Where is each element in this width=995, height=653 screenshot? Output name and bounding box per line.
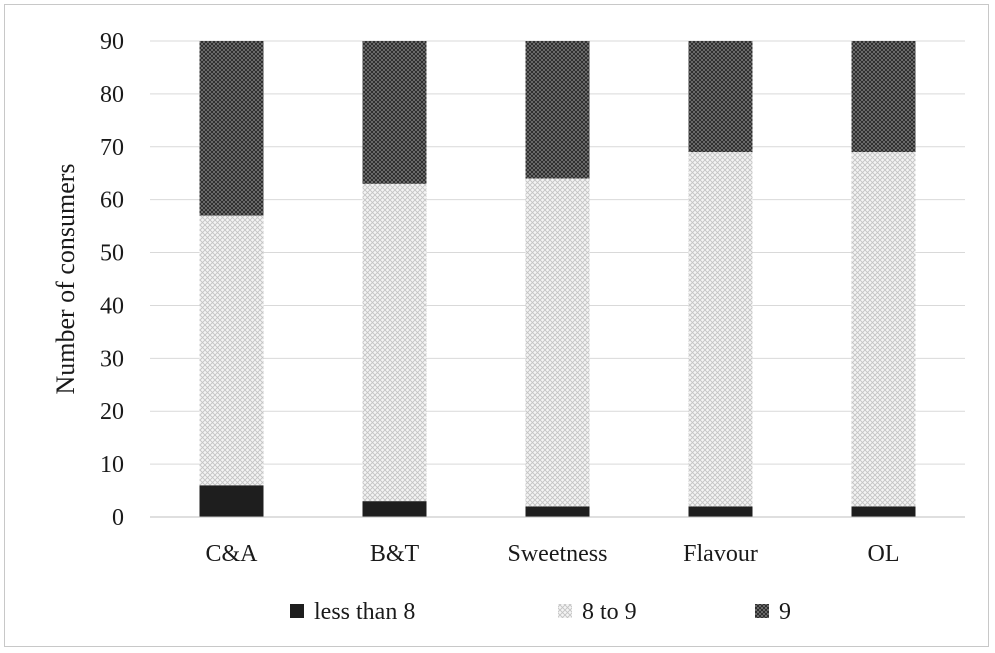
x-tick-label: B&T bbox=[370, 541, 420, 567]
bar-segment bbox=[362, 183, 427, 502]
bar-segment bbox=[688, 41, 753, 153]
bar-segment bbox=[199, 215, 264, 486]
bar-segment bbox=[362, 501, 427, 517]
x-tick-label: Sweetness bbox=[508, 541, 608, 567]
legend-label: 8 to 9 bbox=[582, 599, 637, 625]
bar-segment bbox=[851, 506, 916, 517]
legend-swatch bbox=[755, 604, 769, 618]
legend-swatch bbox=[558, 604, 572, 618]
y-tick-label: 40 bbox=[100, 293, 124, 319]
y-tick-label: 90 bbox=[100, 29, 124, 55]
y-tick-label: 20 bbox=[100, 399, 124, 425]
legend-label: 9 bbox=[779, 599, 791, 625]
y-tick-label: 50 bbox=[100, 241, 124, 267]
x-tick-label: Flavour bbox=[683, 541, 758, 567]
bar-segment bbox=[688, 152, 753, 507]
bar-segment bbox=[199, 485, 264, 517]
bar-segment bbox=[525, 178, 590, 507]
y-tick-label: 30 bbox=[100, 346, 124, 372]
x-axis-ticks: C&A B&T Sweetness Flavour OL bbox=[205, 541, 899, 567]
y-tick-label: 60 bbox=[100, 188, 124, 214]
x-tick-label: C&A bbox=[205, 541, 258, 567]
y-tick-label: 10 bbox=[100, 452, 124, 478]
bar-segment bbox=[525, 506, 590, 517]
bars bbox=[199, 41, 916, 517]
y-axis-ticks: 0 10 20 30 40 50 60 70 80 90 bbox=[100, 29, 124, 531]
y-tick-label: 70 bbox=[100, 135, 124, 161]
y-axis-title: Number of consumers bbox=[51, 163, 80, 394]
legend-label: less than 8 bbox=[314, 599, 415, 625]
legend: less than 8 8 to 9 9 bbox=[290, 599, 791, 625]
x-tick-label: OL bbox=[868, 541, 900, 567]
legend-swatch bbox=[290, 604, 304, 618]
chart-frame bbox=[4, 4, 989, 647]
bar-segment bbox=[199, 41, 264, 216]
bar-segment bbox=[688, 506, 753, 517]
bar-segment bbox=[851, 152, 916, 507]
y-tick-label: 0 bbox=[112, 505, 124, 531]
bar-segment bbox=[362, 41, 427, 184]
bar-segment bbox=[851, 41, 916, 153]
bar-segment bbox=[525, 41, 590, 179]
y-tick-label: 80 bbox=[100, 82, 124, 108]
